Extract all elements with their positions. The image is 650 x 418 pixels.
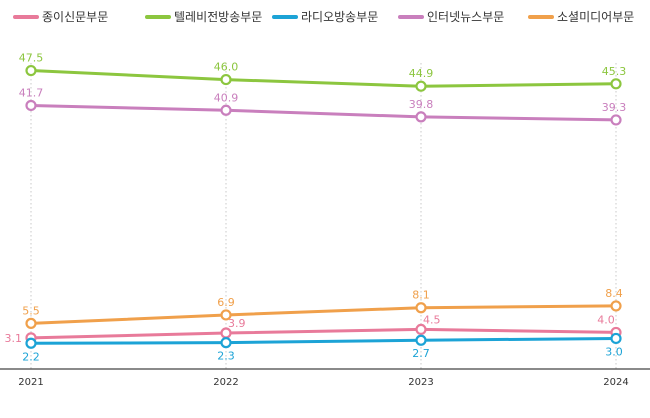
x-tick-label: 2022 bbox=[213, 377, 238, 388]
series-line bbox=[30, 304, 617, 325]
series-line bbox=[30, 69, 617, 88]
x-tick-label: 2023 bbox=[408, 377, 433, 388]
data-point bbox=[415, 334, 427, 346]
data-point bbox=[610, 78, 622, 90]
data-point bbox=[25, 99, 37, 112]
data-label: 3.9 bbox=[228, 317, 246, 330]
data-label: 41.7 bbox=[19, 86, 44, 99]
series: 5.5 6.9 8.1 8.4 bbox=[22, 287, 623, 329]
data-label: 46.0 bbox=[214, 61, 239, 74]
data-point bbox=[220, 104, 232, 116]
chart-series: 3.1 3.9 4.5 4.0 47.5 46.0 44.9 45.3 2.2 2.3 2.7 3.0… bbox=[5, 52, 627, 364]
data-point bbox=[415, 80, 427, 92]
x-tick-label: 2021 bbox=[18, 377, 43, 388]
data-label: 44.9 bbox=[409, 67, 434, 80]
data-label: 45.3 bbox=[602, 65, 627, 78]
data-label: 2.2 bbox=[22, 350, 40, 363]
series: 2.2 2.3 2.7 3.0 bbox=[22, 332, 623, 363]
series-line bbox=[30, 336, 617, 345]
data-label: 6.9 bbox=[217, 296, 235, 309]
x-tick-label: 2024 bbox=[603, 377, 628, 388]
series: 47.5 46.0 44.9 45.3 bbox=[19, 52, 627, 92]
data-label: 5.5 bbox=[22, 304, 40, 317]
legend-label: 라디오방송부문 bbox=[301, 10, 378, 24]
data-point bbox=[25, 317, 37, 329]
legend-label: 인터넷뉴스부문 bbox=[427, 10, 504, 24]
data-label: 40.9 bbox=[214, 91, 239, 104]
data-label: 8.1 bbox=[412, 289, 430, 302]
data-point bbox=[610, 300, 622, 312]
data-label: 2.3 bbox=[217, 350, 235, 363]
data-point bbox=[610, 332, 622, 345]
data-point bbox=[220, 309, 232, 321]
data-label: 39.8 bbox=[409, 98, 434, 111]
data-point bbox=[25, 64, 37, 77]
data-label: 2.7 bbox=[412, 347, 430, 360]
series-line bbox=[30, 327, 617, 340]
data-label: 39.3 bbox=[602, 101, 627, 114]
legend-label: 종이신문부문 bbox=[42, 10, 108, 24]
data-point bbox=[610, 114, 622, 126]
series-line bbox=[30, 103, 617, 122]
data-label: 8.4 bbox=[605, 287, 623, 300]
data-label: 47.5 bbox=[19, 52, 44, 65]
data-label: 4.5 bbox=[423, 313, 441, 326]
data-point bbox=[415, 111, 427, 123]
data-label: 4.0 bbox=[597, 313, 615, 326]
data-point bbox=[415, 323, 427, 336]
chart-grid bbox=[30, 63, 617, 369]
data-label: 3.0 bbox=[605, 345, 623, 358]
data-point bbox=[220, 73, 232, 86]
chart-legend: 종이신문부문 텔레비전방송부문 라디오방송부문 인터넷뉴스부문 소셜미디어부문 bbox=[13, 10, 634, 24]
data-point bbox=[415, 302, 427, 314]
data-point bbox=[220, 337, 232, 349]
x-axis-ticks: 2021 2022 2023 2024 bbox=[18, 377, 628, 388]
series: 41.7 40.9 39.8 39.3 bbox=[19, 86, 627, 126]
data-label: 3.1 bbox=[5, 332, 23, 345]
legend-label: 소셜미디어부문 bbox=[557, 10, 634, 24]
legend-label: 텔레비전방송부문 bbox=[174, 10, 262, 24]
data-point bbox=[25, 337, 37, 349]
